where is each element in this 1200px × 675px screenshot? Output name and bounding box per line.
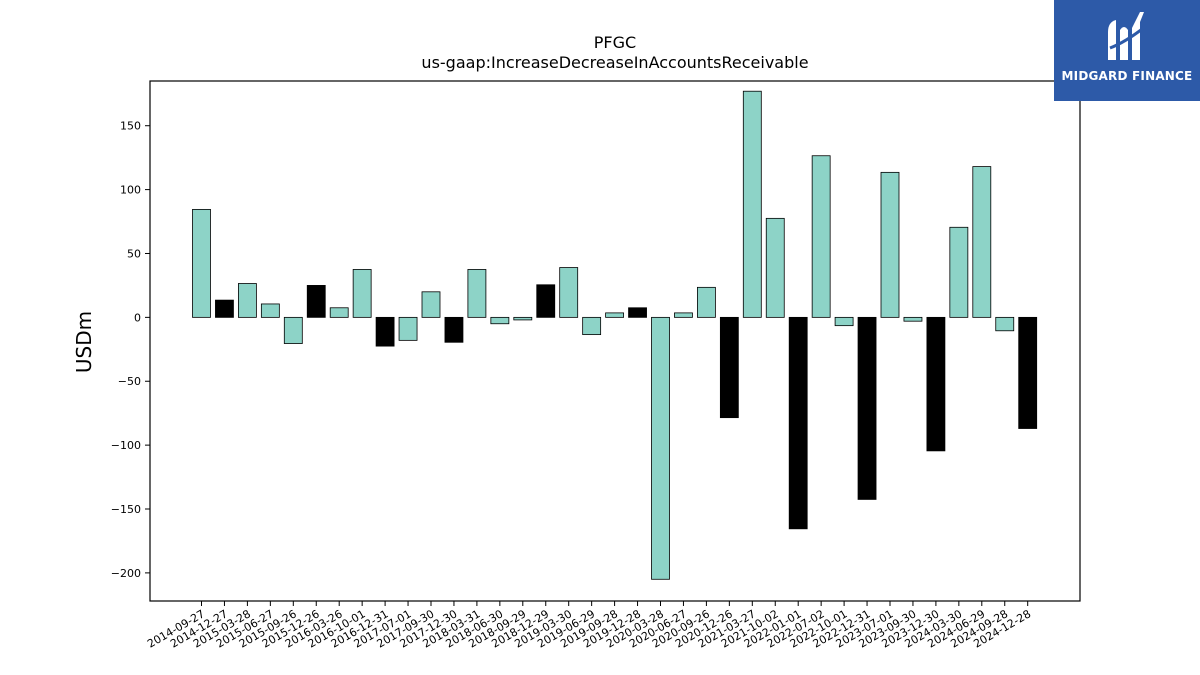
- y-axis-ticks: 150 100 50 0 −50 −100 −150 −200: [111, 120, 150, 580]
- bars-group: [192, 90, 1038, 580]
- bar-2016-03-26: [329, 307, 349, 318]
- bar-2018-06-30: [490, 316, 510, 325]
- bar-2016-10-01: [352, 269, 372, 318]
- bar-2021-10-02: [765, 217, 785, 318]
- bar-2016-12-31: [375, 316, 395, 347]
- plot-frame: [149, 80, 1081, 602]
- midgard-logo-icon: [1108, 12, 1147, 60]
- y-tick-label: 0: [134, 311, 141, 324]
- y-tick-label: −200: [111, 567, 141, 580]
- bar-2019-09-28: [605, 312, 624, 318]
- bar-2015-06-27: [260, 303, 280, 318]
- bar-2024-03-30: [949, 226, 969, 318]
- bar-2015-03-28: [237, 283, 257, 318]
- bar-2014-09-27: [192, 208, 211, 318]
- bar-2015-09-26: [283, 316, 303, 344]
- bar-2022-12-31: [857, 316, 877, 500]
- bar-2023-07-01: [880, 171, 900, 318]
- bar-2018-09-29: [513, 316, 533, 321]
- x-axis-ticks: 2014-09-272014-12-272015-03-282015-06-27…: [145, 601, 1033, 651]
- bar-2020-06-27: [674, 312, 693, 318]
- bar-2024-06-29: [972, 166, 992, 318]
- bar-2024-09-28: [995, 316, 1015, 332]
- bar-2019-12-28: [628, 307, 647, 318]
- midgard-finance-logo: MIDGARD FINANCE: [1054, 0, 1200, 101]
- bar-2021-03-27: [742, 90, 762, 318]
- bar-2022-10-01: [834, 316, 854, 327]
- bar-2023-12-30: [926, 316, 946, 452]
- bar-2020-03-28: [651, 316, 670, 580]
- y-tick-label: −100: [111, 439, 141, 452]
- bar-2019-06-29: [582, 316, 602, 336]
- bar-2022-07-02: [811, 155, 831, 318]
- y-tick-label: 50: [127, 247, 141, 260]
- bar-2014-12-27: [215, 299, 234, 318]
- bar-2023-09-30: [903, 316, 923, 322]
- y-tick-label: 150: [120, 120, 141, 133]
- bar-2015-12-26: [306, 285, 326, 318]
- bar-2019-03-30: [559, 267, 579, 318]
- chart-title: PFGC: [594, 33, 636, 52]
- y-tick-label: 100: [120, 184, 141, 197]
- bar-2022-01-01: [788, 316, 808, 530]
- bar-2018-03-31: [467, 269, 487, 318]
- bar-2024-12-28: [1018, 316, 1038, 429]
- chart-subtitle: us-gaap:IncreaseDecreaseInAccountsReceiv…: [421, 53, 808, 72]
- bar-2018-12-29: [536, 284, 556, 318]
- bar-2020-09-26: [697, 286, 716, 318]
- bar-2017-12-30: [444, 316, 464, 343]
- bar-2017-09-30: [421, 291, 441, 318]
- y-tick-label: −150: [111, 503, 141, 516]
- bar-2017-07-01: [398, 316, 418, 341]
- y-tick-label: −50: [118, 375, 141, 388]
- logo-text: MIDGARD FINANCE: [1061, 69, 1193, 83]
- y-axis-label: USDm: [72, 311, 96, 373]
- bar-2020-12-26: [719, 316, 739, 419]
